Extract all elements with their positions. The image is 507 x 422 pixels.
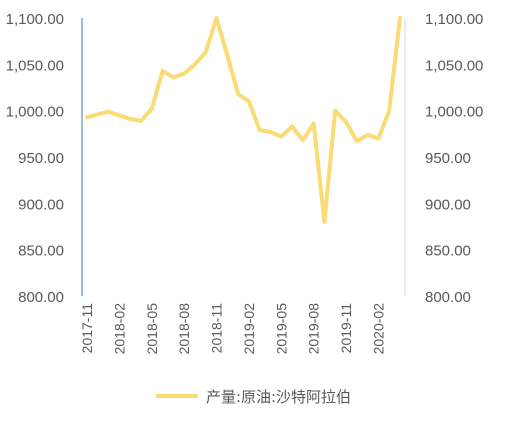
x-tick-label: 2020-02	[370, 303, 386, 355]
y-axis-right: 800.00 850.00 900.00 950.00 1,000.00 1,050.00…	[425, 11, 483, 306]
legend-label: 产量:原油:沙特阿拉伯	[206, 386, 351, 407]
y-left-tick-label: 1,100.00	[6, 11, 64, 28]
y-right-tick-label: 950.00	[425, 150, 471, 167]
legend: 产量:原油:沙特阿拉伯	[0, 383, 507, 409]
x-tick-label: 2018-11	[209, 303, 225, 354]
y-right-tick-label: 800.00	[425, 289, 471, 306]
legend-swatch	[156, 394, 198, 398]
x-tick-label: 2018-08	[176, 303, 192, 355]
y-left-tick-label: 1,000.00	[6, 104, 64, 121]
x-axis: 2017-11 2018-02 2018-05 2018-08 2018-11 2019-…	[79, 303, 386, 355]
y-right-tick-label: 1,000.00	[425, 104, 483, 121]
x-tick-label: 2019-05	[273, 303, 289, 355]
y-axis-left: 800.00 850.00 900.00 950.00 1,000.00 1,050.00…	[6, 11, 64, 306]
x-tick-label: 2019-08	[306, 303, 322, 355]
y-right-tick-label: 1,100.00	[425, 11, 483, 28]
x-tick-label: 2019-02	[241, 303, 257, 355]
series-layer	[87, 18, 400, 222]
y-left-tick-label: 800.00	[18, 289, 64, 306]
y-right-tick-label: 1,050.00	[425, 57, 483, 74]
x-tick-label: 2018-02	[111, 303, 127, 355]
x-tick-label: 2017-11	[79, 303, 95, 354]
y-right-tick-label: 900.00	[425, 196, 471, 213]
x-tick-label: 2019-11	[338, 303, 354, 354]
series-line	[87, 18, 400, 222]
x-tick-label: 2018-05	[144, 303, 160, 355]
y-right-tick-label: 850.00	[425, 243, 471, 260]
y-left-tick-label: 1,050.00	[6, 57, 64, 74]
y-left-tick-label: 850.00	[18, 243, 64, 260]
y-left-tick-label: 950.00	[18, 150, 64, 167]
y-left-tick-label: 900.00	[18, 196, 64, 213]
